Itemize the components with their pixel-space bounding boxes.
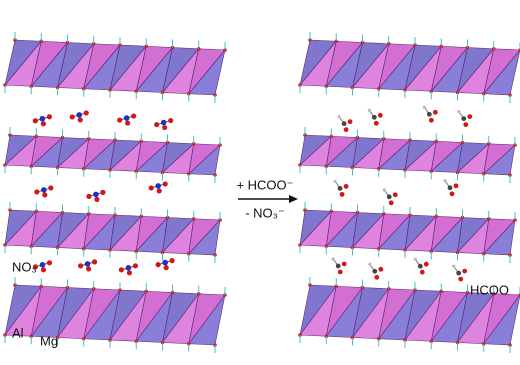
h-atom	[423, 106, 426, 109]
n-atom	[126, 265, 132, 271]
o-atom	[163, 181, 168, 186]
c-atom	[456, 271, 461, 276]
o-atom	[34, 189, 39, 194]
o-atom	[378, 113, 383, 118]
c-atom	[461, 116, 466, 121]
o-atom	[127, 270, 132, 275]
o-atom	[433, 110, 438, 115]
o-atom	[125, 120, 130, 125]
structures	[3, 32, 520, 353]
o-atom	[78, 117, 83, 122]
arrow-head	[289, 195, 298, 203]
h-atom	[332, 257, 335, 260]
n-atom	[40, 262, 46, 268]
o-atom	[78, 263, 83, 268]
o-atom	[119, 267, 124, 272]
removed-ion: - NO₃⁻	[245, 205, 285, 220]
mg-label: Mg	[40, 333, 58, 348]
h-atom	[337, 115, 340, 118]
o-atom	[338, 270, 343, 275]
n-atom	[162, 260, 168, 266]
h-atom	[368, 109, 371, 112]
o-atom	[170, 258, 175, 263]
added-ion: + HCOO⁻	[236, 177, 293, 192]
nitrate-label: NO₃	[12, 259, 37, 274]
n-atom	[85, 261, 91, 267]
o-atom	[157, 188, 162, 193]
o-atom	[162, 125, 167, 130]
c-atom	[338, 186, 343, 191]
c-atom	[418, 264, 423, 269]
c-atom	[427, 112, 432, 117]
o-atom	[117, 117, 122, 122]
o-atom	[70, 114, 75, 119]
o-atom	[450, 191, 455, 196]
o-atom	[168, 118, 173, 123]
h-atom	[457, 110, 460, 113]
o-atom	[86, 266, 91, 271]
formate-label: HCOO	[470, 282, 509, 297]
c-atom	[387, 194, 392, 199]
o-atom	[47, 114, 52, 119]
o-atom	[344, 184, 349, 189]
o-atom	[100, 190, 105, 195]
c-atom	[336, 264, 341, 269]
h-atom	[443, 179, 446, 182]
o-atom	[149, 185, 154, 190]
o-atom	[429, 118, 434, 123]
o-atom	[344, 127, 349, 132]
o-atom	[340, 192, 345, 197]
n-atom	[155, 183, 161, 189]
n-atom	[124, 115, 130, 121]
o-atom	[342, 262, 347, 267]
o-atom	[133, 263, 138, 268]
o-atom	[47, 260, 52, 265]
c-atom	[448, 185, 453, 190]
h-atom	[333, 180, 336, 183]
o-atom	[33, 118, 38, 123]
o-atom	[92, 259, 97, 264]
figure: + HCOO⁻ - NO₃⁻ NO₃ Al Mg HCOO	[0, 0, 520, 365]
o-atom	[48, 185, 53, 190]
o-atom	[156, 262, 161, 267]
n-atom	[41, 187, 47, 193]
o-atom	[463, 122, 468, 127]
o-atom	[424, 262, 429, 267]
o-atom	[164, 265, 169, 270]
o-atom	[420, 270, 425, 275]
h-atom	[383, 188, 386, 191]
c-atom	[342, 121, 347, 126]
n-atom	[93, 192, 99, 198]
c-atom	[372, 115, 377, 120]
h-atom	[414, 258, 417, 261]
o-atom	[42, 192, 47, 197]
o-atom	[94, 197, 99, 202]
o-atom	[41, 121, 46, 126]
o-atom	[84, 110, 89, 115]
o-atom	[86, 194, 91, 199]
o-atom	[378, 267, 383, 272]
o-atom	[131, 113, 136, 118]
o-atom	[393, 192, 398, 197]
n-atom	[40, 116, 46, 122]
h-atom	[452, 265, 455, 268]
o-atom	[348, 119, 353, 124]
o-atom	[374, 275, 379, 280]
o-atom	[454, 183, 459, 188]
o-atom	[374, 121, 379, 126]
o-atom	[389, 200, 394, 205]
o-atom	[154, 122, 159, 127]
n-atom	[161, 120, 167, 126]
al-label: Al	[12, 325, 24, 340]
n-atom	[76, 112, 82, 118]
o-atom	[467, 114, 472, 119]
o-atom	[462, 269, 467, 274]
o-atom	[41, 267, 46, 272]
c-atom	[372, 269, 377, 274]
h-atom	[368, 263, 371, 266]
o-atom	[458, 277, 463, 282]
